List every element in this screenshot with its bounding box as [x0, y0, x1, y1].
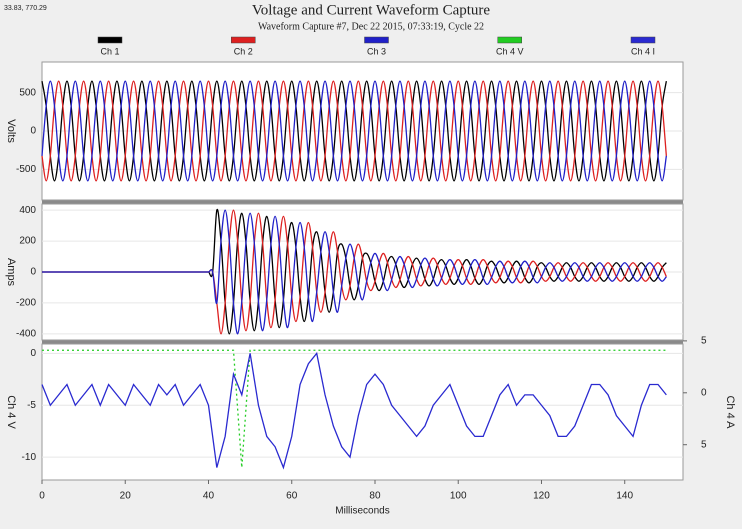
x-tick-label: 40: [203, 491, 215, 502]
legend-label: Ch 2: [234, 46, 253, 56]
y-tick-label: 200: [19, 236, 36, 247]
x-tick-label: 120: [533, 491, 550, 502]
chart-title: Voltage and Current Waveform Capture: [252, 2, 491, 18]
y-tick-label: -200: [16, 298, 36, 309]
y-axis-label: Volts: [5, 119, 17, 143]
x-tick-label: 0: [39, 491, 45, 502]
y2-tick-label: 5: [701, 439, 707, 450]
series-line: [42, 349, 667, 468]
x-axis-label: Milliseconds: [335, 506, 389, 517]
y-tick-label: 0: [30, 267, 36, 278]
plot-area: [41, 343, 684, 481]
series-line: [41, 351, 667, 470]
y-tick-label: 0: [30, 126, 36, 137]
legend-swatch: [630, 36, 656, 44]
series-line: [42, 209, 667, 335]
legend-label: Ch 3: [367, 46, 386, 56]
chart-subtitle: Waveform Capture #7, Dec 22 2015, 07:33:…: [258, 21, 484, 32]
x-tick-label: 20: [120, 491, 132, 502]
legend-label: Ch 1: [100, 46, 119, 56]
y2-axis-label: Ch 4 A: [724, 395, 736, 429]
x-tick-label: 100: [450, 491, 467, 502]
panel-separator: [42, 340, 683, 344]
y-axis-label: Ch 4 V: [5, 395, 17, 429]
y-tick-label: 0: [30, 348, 36, 359]
legend-swatch: [497, 36, 522, 44]
legend-swatch: [364, 36, 389, 44]
legend-swatch: [97, 36, 123, 44]
x-tick-label: 140: [616, 491, 633, 502]
y2-tick-label: 5: [701, 336, 707, 347]
legend-label: Ch 4 I: [631, 46, 655, 56]
legend-label: Ch 4 V: [496, 46, 524, 56]
coordinates: 33.83, 770.29: [4, 5, 47, 12]
x-tick-label: 80: [369, 491, 381, 502]
y-tick-label: -400: [16, 328, 36, 339]
y-axis-label: Amps: [5, 258, 17, 287]
y-tick-label: -5: [27, 400, 36, 411]
y-tick-label: -10: [22, 452, 37, 463]
series-line: [41, 80, 667, 182]
y-tick-label: 500: [19, 87, 36, 98]
y2-tick-label: 0: [701, 387, 707, 398]
y-tick-label: 400: [19, 205, 36, 216]
y-tick-label: -500: [16, 164, 36, 175]
panel-separator: [42, 200, 683, 204]
legend-swatch: [231, 36, 256, 44]
x-tick-label: 60: [286, 491, 298, 502]
